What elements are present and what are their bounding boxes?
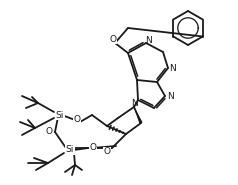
Polygon shape bbox=[134, 107, 143, 124]
Text: Si: Si bbox=[66, 145, 74, 154]
Text: O: O bbox=[89, 144, 96, 152]
Text: N: N bbox=[131, 98, 137, 107]
Text: O: O bbox=[45, 127, 53, 137]
Text: O: O bbox=[104, 147, 110, 157]
Text: N: N bbox=[145, 36, 151, 45]
Text: O: O bbox=[74, 115, 80, 124]
Text: N: N bbox=[170, 63, 176, 73]
Text: O: O bbox=[109, 34, 116, 43]
Text: N: N bbox=[167, 92, 173, 100]
Text: Si: Si bbox=[56, 110, 64, 120]
